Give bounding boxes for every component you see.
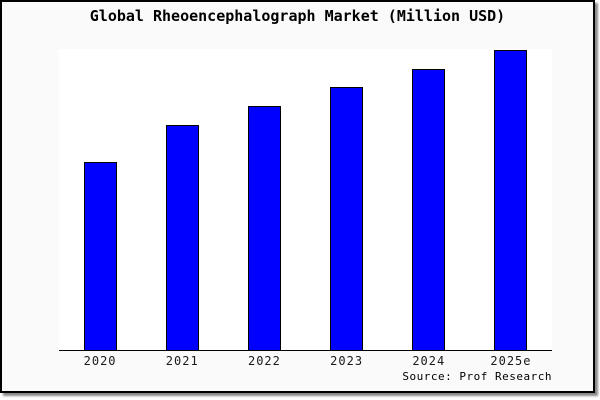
bar-2021 xyxy=(165,125,199,350)
bars-container xyxy=(59,49,552,350)
x-tick-label-2025e: 2025e xyxy=(490,354,532,368)
x-axis-labels: 2020 2021 2022 2023 2024 2025e xyxy=(59,354,552,368)
bar-slot-2020 xyxy=(59,49,141,350)
plot-area xyxy=(59,49,552,351)
x-tick-label-2024: 2024 xyxy=(412,354,446,368)
bar-2024 xyxy=(412,69,446,350)
x-tick-label-2021: 2021 xyxy=(165,354,199,368)
bar-2023 xyxy=(330,87,364,350)
chart-title: Global Rheoencephalograph Market (Millio… xyxy=(89,7,506,25)
x-tick-label-2023: 2023 xyxy=(330,354,364,368)
bar-slot-2025e xyxy=(470,49,552,350)
x-tick-label-2022: 2022 xyxy=(247,354,281,368)
bar-2022 xyxy=(247,106,281,350)
bar-slot-2021 xyxy=(141,49,223,350)
bar-2025e xyxy=(494,50,528,350)
bar-slot-2024 xyxy=(388,49,470,350)
bar-slot-2023 xyxy=(306,49,388,350)
x-tick-label-2020: 2020 xyxy=(83,354,117,368)
bar-slot-2022 xyxy=(223,49,305,350)
bar-2020 xyxy=(83,162,117,350)
source-credit: Source: Prof Research xyxy=(402,370,552,383)
chart-frame: Global Rheoencephalograph Market (Millio… xyxy=(0,0,595,393)
